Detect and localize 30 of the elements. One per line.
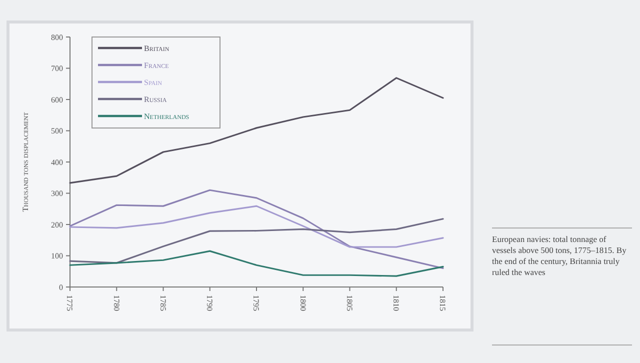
y-tick-label: 0	[59, 282, 63, 292]
text: Russia	[144, 94, 168, 104]
line-series	[69, 250, 444, 277]
y-tick-label: 400	[51, 158, 63, 167]
line-series	[69, 189, 444, 270]
x-tick-label: 1800	[298, 295, 308, 311]
text: Netherlands	[144, 112, 190, 121]
text: European navies: total tonnage of vessels above 500 tons, 1775–1815. By the end of the century, Britannia truly ruled the waves	[492, 234, 628, 278]
x-tick-label: 1810	[392, 295, 401, 311]
y-tick-label: 700	[51, 64, 63, 74]
x-tick-label: 1805	[344, 295, 354, 311]
text: Britain	[144, 44, 170, 53]
y-axis-title: Thousand tons displacement	[21, 112, 30, 212]
text: France	[144, 60, 170, 70]
y-tick-label: 200	[51, 220, 63, 230]
line-series	[69, 218, 444, 264]
y-tick-label: 800	[51, 32, 63, 42]
y-tick-label: 500	[51, 126, 63, 136]
line-series	[69, 77, 444, 184]
x-tick-label: 1775	[65, 295, 74, 311]
line-series	[69, 205, 444, 248]
x-tick-label: 1815	[438, 295, 448, 311]
text: Spain	[144, 78, 163, 87]
x-tick-label: 1790	[205, 295, 214, 311]
y-tick-label: 600	[51, 95, 63, 104]
y-tick-label: 300	[51, 189, 63, 198]
y-tick-label: 100	[51, 252, 63, 261]
x-tick-label: 1780	[112, 295, 121, 311]
x-tick-label: 1795	[252, 295, 261, 311]
x-tick-label: 1785	[158, 295, 168, 311]
